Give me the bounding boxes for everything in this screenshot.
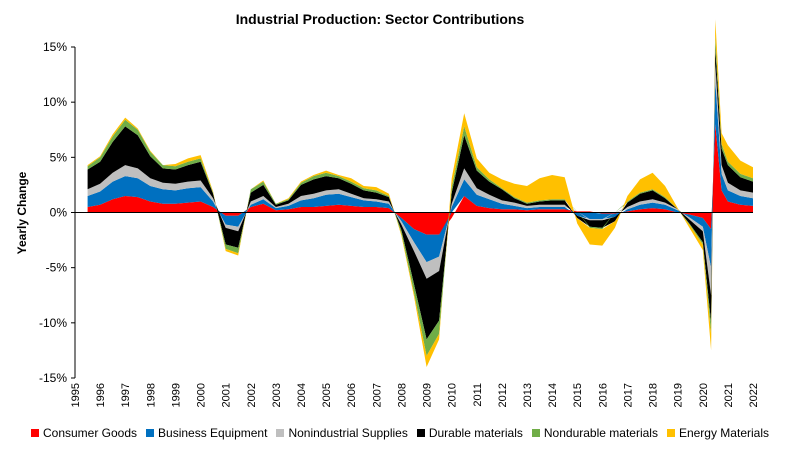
x-tick-label: 2001	[221, 383, 233, 407]
y-tick-label: -15%	[39, 371, 67, 385]
x-tick-label: 2020	[698, 383, 710, 407]
legend-swatch	[30, 429, 39, 437]
x-tick-label: 2003	[271, 383, 283, 407]
plot-area	[87, 19, 754, 368]
x-tick-label: 1998	[145, 383, 157, 407]
legend-item: Energy Materials	[666, 426, 769, 440]
y-axis-label: Yearly Change	[15, 171, 29, 254]
legend-swatch	[146, 429, 155, 437]
legend-swatch	[416, 429, 425, 437]
legend-item: Nondurable materials	[531, 426, 658, 440]
x-tick-label: 2016	[597, 383, 609, 407]
y-tick-label: 15%	[43, 40, 67, 54]
x-tick-label: 2010	[447, 383, 459, 407]
legend-label: Energy Materials	[678, 426, 769, 440]
x-tick-label: 2012	[497, 383, 509, 407]
y-tick-label: 0%	[50, 206, 68, 220]
x-tick-label: 2017	[622, 383, 634, 407]
x-tick-label: 2004	[296, 383, 308, 407]
area-series-0	[87, 124, 754, 235]
legend-label: Business Equipment	[158, 426, 268, 440]
x-tick-label: 1999	[170, 383, 182, 407]
legend-item: Consumer Goods	[30, 426, 138, 440]
legend-swatch	[666, 429, 675, 437]
legend-item: Nonindustrial Supplies	[276, 426, 408, 440]
x-tick-label: 2014	[547, 383, 559, 407]
area-series-3	[87, 47, 754, 340]
x-tick-label: 2005	[321, 383, 333, 407]
y-tick-label: -5%	[46, 261, 68, 275]
x-tick-label: 2000	[196, 383, 208, 407]
x-tick-label: 2019	[673, 383, 685, 407]
legend-swatch	[531, 429, 540, 437]
x-tick-label: 1997	[120, 383, 132, 407]
legend-item: Business Equipment	[146, 426, 267, 440]
x-tick-label: 2021	[723, 383, 735, 407]
legend-label: Durable materials	[428, 426, 523, 440]
legend-label: Nonindustrial Supplies	[288, 426, 408, 440]
y-tick-label: -10%	[39, 316, 67, 330]
x-tick-label: 2007	[371, 383, 383, 407]
legend: Consumer Goods Business Equipment Nonindus…	[30, 426, 770, 440]
legend-label: Consumer Goods	[42, 426, 138, 440]
x-tick-label: 1995	[70, 383, 82, 407]
x-tick-label: 2008	[396, 383, 408, 407]
axes: 15% 10% 5% 0% -5% -10% -15%1995 1996 1997 1998 199…	[39, 40, 760, 407]
chart-title: Industrial Production: Sector Contributi…	[236, 11, 525, 27]
legend-label: Nondurable materials	[543, 426, 658, 440]
x-tick-label: 1996	[95, 383, 107, 407]
x-tick-label: 2018	[648, 383, 660, 407]
x-tick-label: 2002	[246, 383, 258, 407]
x-tick-label: 2011	[472, 383, 484, 407]
y-tick-label: 5%	[50, 150, 68, 164]
x-tick-label: 2022	[748, 383, 760, 407]
legend-swatch	[276, 429, 285, 437]
x-tick-label: 2015	[572, 383, 584, 407]
y-tick-label: 10%	[43, 95, 67, 109]
x-tick-label: 2009	[422, 383, 434, 407]
x-tick-label: 2006	[346, 383, 358, 407]
legend-item: Durable materials	[416, 426, 523, 440]
x-tick-label: 2013	[522, 383, 534, 407]
